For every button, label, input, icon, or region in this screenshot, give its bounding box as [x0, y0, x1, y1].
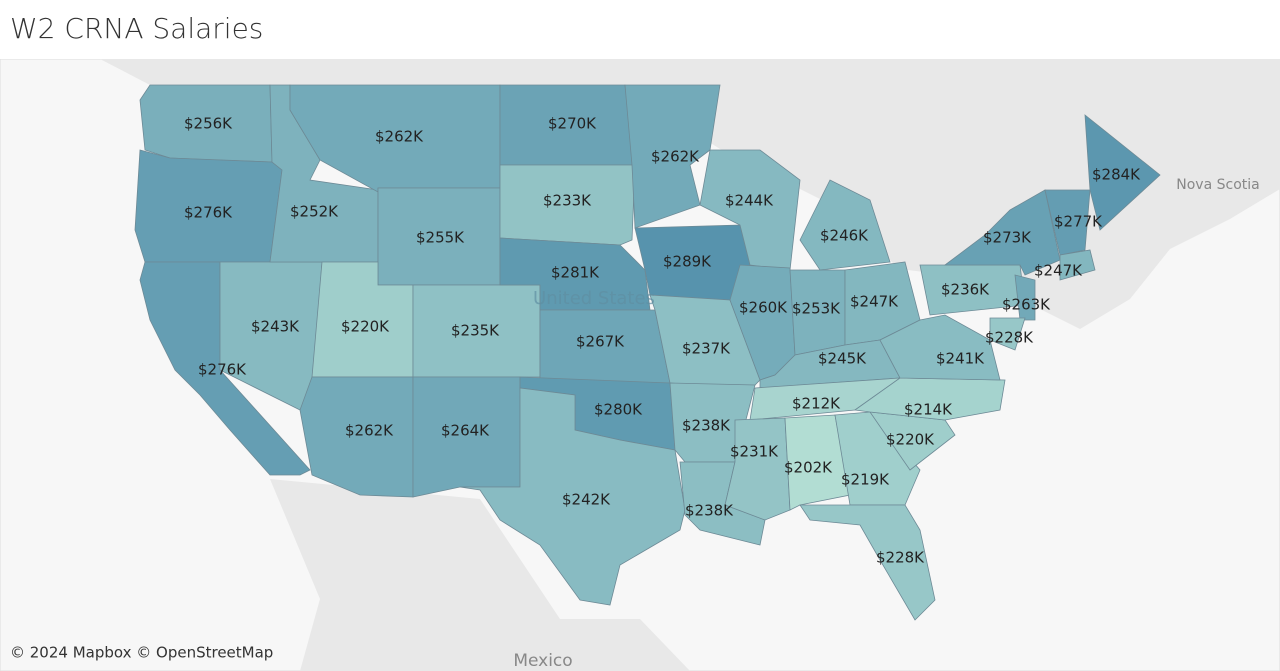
state: [784, 414, 851, 511]
state-label: $244K: [725, 192, 774, 210]
place-label: Mexico: [513, 651, 572, 671]
state-label: $237K: [682, 340, 731, 358]
state-label: $260K: [739, 299, 788, 317]
state: [459, 387, 686, 606]
state-label: $241K: [936, 350, 985, 368]
state: [724, 417, 791, 521]
state-label: $238K: [682, 417, 731, 435]
state-label: $242K: [562, 491, 611, 509]
title: W2 CRNA Salaries: [10, 12, 264, 45]
state-label: $220K: [886, 431, 935, 449]
state: [1084, 114, 1161, 231]
state: [1044, 189, 1091, 256]
state-label: $214K: [904, 401, 953, 419]
state-label: $247K: [850, 293, 899, 311]
state-label: $238K: [685, 502, 734, 520]
state-label: $255K: [416, 229, 465, 247]
state: [834, 411, 921, 506]
state-label: $262K: [375, 128, 424, 146]
state-label: $231K: [730, 443, 779, 461]
state-label: $267K: [576, 333, 625, 351]
state: [1014, 274, 1036, 321]
state: [989, 317, 1026, 351]
state-label: $264K: [441, 422, 490, 440]
state-label: $228K: [876, 549, 925, 567]
state-label: $289K: [663, 253, 712, 271]
state: [624, 84, 721, 229]
state-label: $220K: [341, 318, 390, 336]
state-label: $252K: [290, 203, 339, 221]
state-label: $256K: [184, 115, 233, 133]
land-mexico: [270, 479, 690, 671]
state-label: $202K: [784, 459, 833, 477]
state-label: $276K: [184, 204, 233, 222]
map: $256K $276K $276K $243K $252K $262K $255K $220K…: [0, 59, 1280, 671]
state-label: $247K: [1034, 262, 1083, 280]
state: [499, 164, 636, 246]
state-label: $235K: [451, 322, 500, 340]
state-label: $262K: [345, 422, 394, 440]
place-label: Nova Scotia: [1176, 177, 1259, 193]
place-label: United States: [533, 288, 655, 309]
state: [799, 179, 891, 271]
state-label: $212K: [792, 395, 841, 413]
state: [799, 504, 936, 621]
state-label: $236K: [941, 281, 990, 299]
state: [943, 189, 1061, 276]
state-label: $263K: [1002, 296, 1051, 314]
state: [1059, 249, 1096, 281]
state-label: $245K: [818, 350, 867, 368]
state-label: $262K: [651, 148, 700, 166]
attribution: © 2024 Mapbox © OpenStreetMap: [10, 644, 273, 662]
state-label: $233K: [543, 192, 592, 210]
state-label: $277K: [1054, 213, 1103, 231]
regions: $256K $276K $276K $243K $252K $262K $255K $220K…: [134, 84, 1161, 621]
state-label: $228K: [985, 329, 1034, 347]
state-label: $270K: [548, 115, 597, 133]
state-label: $284K: [1092, 166, 1141, 184]
state-label: $276K: [198, 361, 247, 379]
state-label: $280K: [594, 401, 643, 419]
state-label: $253K: [792, 300, 841, 318]
state-label: $273K: [983, 229, 1032, 247]
state-label: $281K: [551, 264, 600, 282]
state-label: $243K: [251, 318, 300, 336]
state-label: $246K: [820, 227, 869, 245]
state-label: $219K: [841, 471, 890, 489]
